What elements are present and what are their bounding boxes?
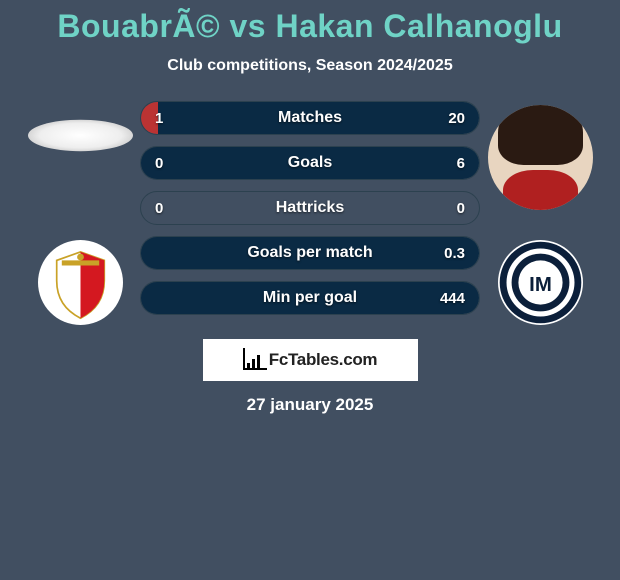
- stat-label: Goals: [288, 154, 332, 172]
- stat-row: 444 Min per goal: [140, 281, 480, 315]
- svg-text:IM: IM: [529, 274, 552, 296]
- page-title: BouabrÃ© vs Hakan Calhanoglu: [0, 0, 620, 45]
- left-player-column: [20, 101, 140, 325]
- watermark: FcTables.com: [203, 339, 418, 381]
- stat-row: 0.3 Goals per match: [140, 236, 480, 270]
- body-wrap: 1 20 Matches 0 6 Goals 0 0 Hattricks 0.3 Goals per…: [0, 101, 620, 325]
- player-left-avatar: [28, 120, 133, 152]
- stat-value-right: 444: [440, 290, 465, 307]
- stats-column: 1 20 Matches 0 6 Goals 0 0 Hattricks 0.3 Goals per…: [140, 101, 480, 315]
- stat-value-right: 20: [448, 110, 465, 127]
- stat-label: Matches: [278, 109, 342, 127]
- watermark-text: FcTables.com: [269, 350, 378, 370]
- stat-value-left: 0: [155, 155, 163, 172]
- stat-label: Min per goal: [263, 289, 357, 307]
- stat-label: Goals per match: [247, 244, 372, 262]
- stat-value-right: 0.3: [444, 245, 465, 262]
- subtitle: Club competitions, Season 2024/2025: [0, 57, 620, 75]
- stat-value-right: 6: [457, 155, 465, 172]
- stat-label: Hattricks: [276, 199, 344, 217]
- player-right-club-badge: IM: [498, 240, 583, 325]
- stat-value-left: 1: [155, 110, 163, 127]
- stat-value-right: 0: [457, 200, 465, 217]
- stat-value-left: 0: [155, 200, 163, 217]
- stat-row: 0 6 Goals: [140, 146, 480, 180]
- stat-row: 0 0 Hattricks: [140, 191, 480, 225]
- bar-chart-icon: [243, 350, 265, 370]
- date: 27 january 2025: [0, 395, 620, 415]
- stat-row: 1 20 Matches: [140, 101, 480, 135]
- player-right-avatar: [488, 105, 593, 210]
- comparison-card: BouabrÃ© vs Hakan Calhanoglu Club compet…: [0, 0, 620, 450]
- right-player-column: IM: [480, 101, 600, 325]
- player-left-club-badge: [38, 240, 123, 325]
